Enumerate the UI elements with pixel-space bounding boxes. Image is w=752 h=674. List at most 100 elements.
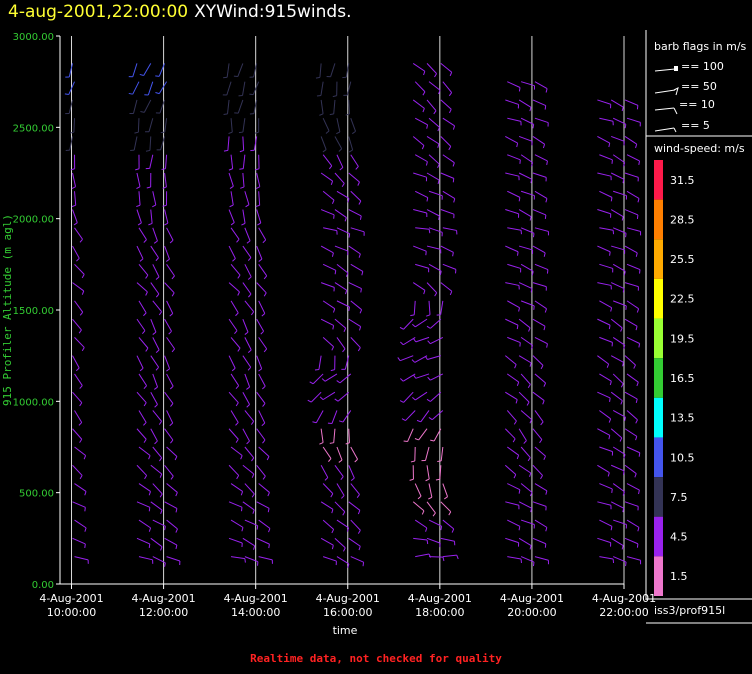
- wind-barb-shaft: [402, 373, 416, 382]
- wind-barb-shaft: [429, 556, 444, 558]
- wind-barb-flag: [240, 455, 243, 460]
- wind-barb-shaft: [230, 337, 241, 349]
- barb-10-label: == 10: [679, 98, 715, 111]
- wind-barb-flag: [128, 92, 133, 95]
- wind-barb-shaft: [599, 336, 613, 343]
- wind-barb-shaft: [534, 117, 549, 124]
- wind-barb-shaft: [610, 209, 624, 218]
- wind-barb-shaft: [258, 483, 270, 493]
- wind-barb-shaft: [322, 446, 332, 459]
- wind-barb-shaft: [138, 519, 151, 529]
- wind-barb-flag: [146, 186, 151, 189]
- wind-barb-shaft: [342, 410, 352, 423]
- wind-barb-shaft: [597, 355, 609, 365]
- wind-barb-shaft: [597, 99, 611, 105]
- wind-barb-flag: [343, 547, 346, 552]
- wind-barb-flag: [329, 113, 334, 116]
- wind-barb-shaft: [150, 209, 153, 224]
- wind-barb-shaft: [242, 118, 246, 133]
- wind-barb-shaft: [150, 501, 163, 511]
- wind-barb-shaft: [138, 300, 147, 314]
- wind-barb-shaft: [74, 556, 89, 561]
- wind-barb-shaft: [228, 318, 238, 331]
- wind-barb-flag: [135, 168, 140, 171]
- wind-barb-flag: [251, 457, 255, 462]
- wind-barb-flag: [160, 131, 165, 134]
- wind-barb-shaft: [518, 318, 531, 329]
- barb-50-label: == 50: [681, 80, 717, 93]
- wind-barb-shaft: [415, 318, 428, 328]
- wind-barb-shaft: [228, 391, 239, 403]
- wind-barb-shaft: [610, 428, 623, 439]
- colorbar-swatch: [654, 477, 663, 517]
- wind-barb-flag: [263, 348, 268, 353]
- wind-barb-flag: [543, 382, 547, 387]
- wind-barb-shaft: [244, 446, 255, 459]
- wind-barb-shaft: [624, 391, 638, 400]
- wind-barb-shaft: [507, 483, 521, 491]
- wind-barb-flag: [148, 455, 151, 460]
- wind-barb-shaft: [164, 154, 168, 169]
- wind-barb-flag: [164, 222, 169, 226]
- colorbar-swatch: [654, 437, 663, 478]
- wind-barb-shaft: [258, 410, 266, 424]
- wind-barb-flag: [608, 142, 611, 148]
- wind-barb-shaft: [256, 355, 263, 369]
- wind-barb-flag: [340, 476, 344, 480]
- wind-barb-flag: [539, 439, 543, 444]
- wind-barb-flag: [543, 252, 546, 257]
- wind-barb-shaft: [228, 282, 240, 293]
- wind-barb-flag: [257, 222, 262, 226]
- wind-barb-shaft: [334, 501, 346, 513]
- wind-barb-shaft: [322, 519, 334, 530]
- wind-barb-shaft: [138, 191, 141, 206]
- wind-barb-flag: [529, 472, 532, 477]
- wind-barb-flag: [334, 398, 339, 402]
- wind-barb-flag: [159, 493, 163, 498]
- wind-barb-flag: [255, 168, 260, 171]
- wind-barb-shaft: [336, 300, 350, 308]
- wind-barb-shaft: [440, 282, 453, 292]
- station-label: iss3/prof915l: [654, 604, 725, 617]
- wind-barb-flag: [244, 331, 249, 335]
- wind-barb-flag: [345, 442, 350, 445]
- y-tick-label: 3000.00: [13, 32, 54, 43]
- wind-barb-shaft: [244, 191, 250, 205]
- wind-barb-flag: [84, 507, 86, 512]
- wind-barb-shaft: [152, 373, 159, 388]
- wind-barb-flag: [267, 508, 270, 513]
- wind-barb-flag: [428, 496, 433, 500]
- wind-barb-flag: [409, 478, 414, 481]
- wind-barb-flag: [437, 163, 440, 168]
- x-tick-date: 4-Aug-2001: [500, 592, 564, 605]
- wind-barb-flag: [425, 161, 428, 166]
- wind-barb-flag: [516, 455, 520, 460]
- wind-barb-flag: [70, 168, 75, 171]
- wind-barb-shaft: [520, 410, 533, 421]
- barb-100-label: == 100: [681, 60, 724, 73]
- wind-barb-flag: [229, 204, 234, 208]
- wind-barb-shaft: [350, 519, 361, 531]
- wind-barb-shaft: [132, 63, 138, 77]
- wind-barb-flag: [443, 496, 448, 500]
- wind-barb-flag: [530, 508, 533, 513]
- wind-barb-shaft: [150, 318, 157, 333]
- wind-barb-shaft: [424, 446, 430, 461]
- wind-barb-shaft: [150, 245, 159, 259]
- wind-barb-shaft: [532, 172, 547, 178]
- wind-barb-shaft: [336, 519, 349, 529]
- wind-barb-flag: [624, 417, 626, 422]
- wind-barb-shaft: [148, 118, 154, 132]
- wind-barb-shaft: [520, 263, 534, 272]
- wind-barb-shaft: [624, 245, 638, 254]
- wind-barb-flag: [168, 330, 172, 335]
- colorbar-label: 28.5: [670, 213, 695, 226]
- wind-barb-shaft: [597, 318, 611, 326]
- wind-barb-flag: [158, 421, 162, 425]
- wind-barb-flag: [169, 313, 174, 317]
- wind-barb-shaft: [322, 263, 336, 271]
- wind-barb-shaft: [626, 483, 640, 491]
- wind-barb-shaft: [429, 318, 442, 329]
- wind-barb-flag: [529, 545, 532, 550]
- wind-barb-shaft: [256, 391, 266, 404]
